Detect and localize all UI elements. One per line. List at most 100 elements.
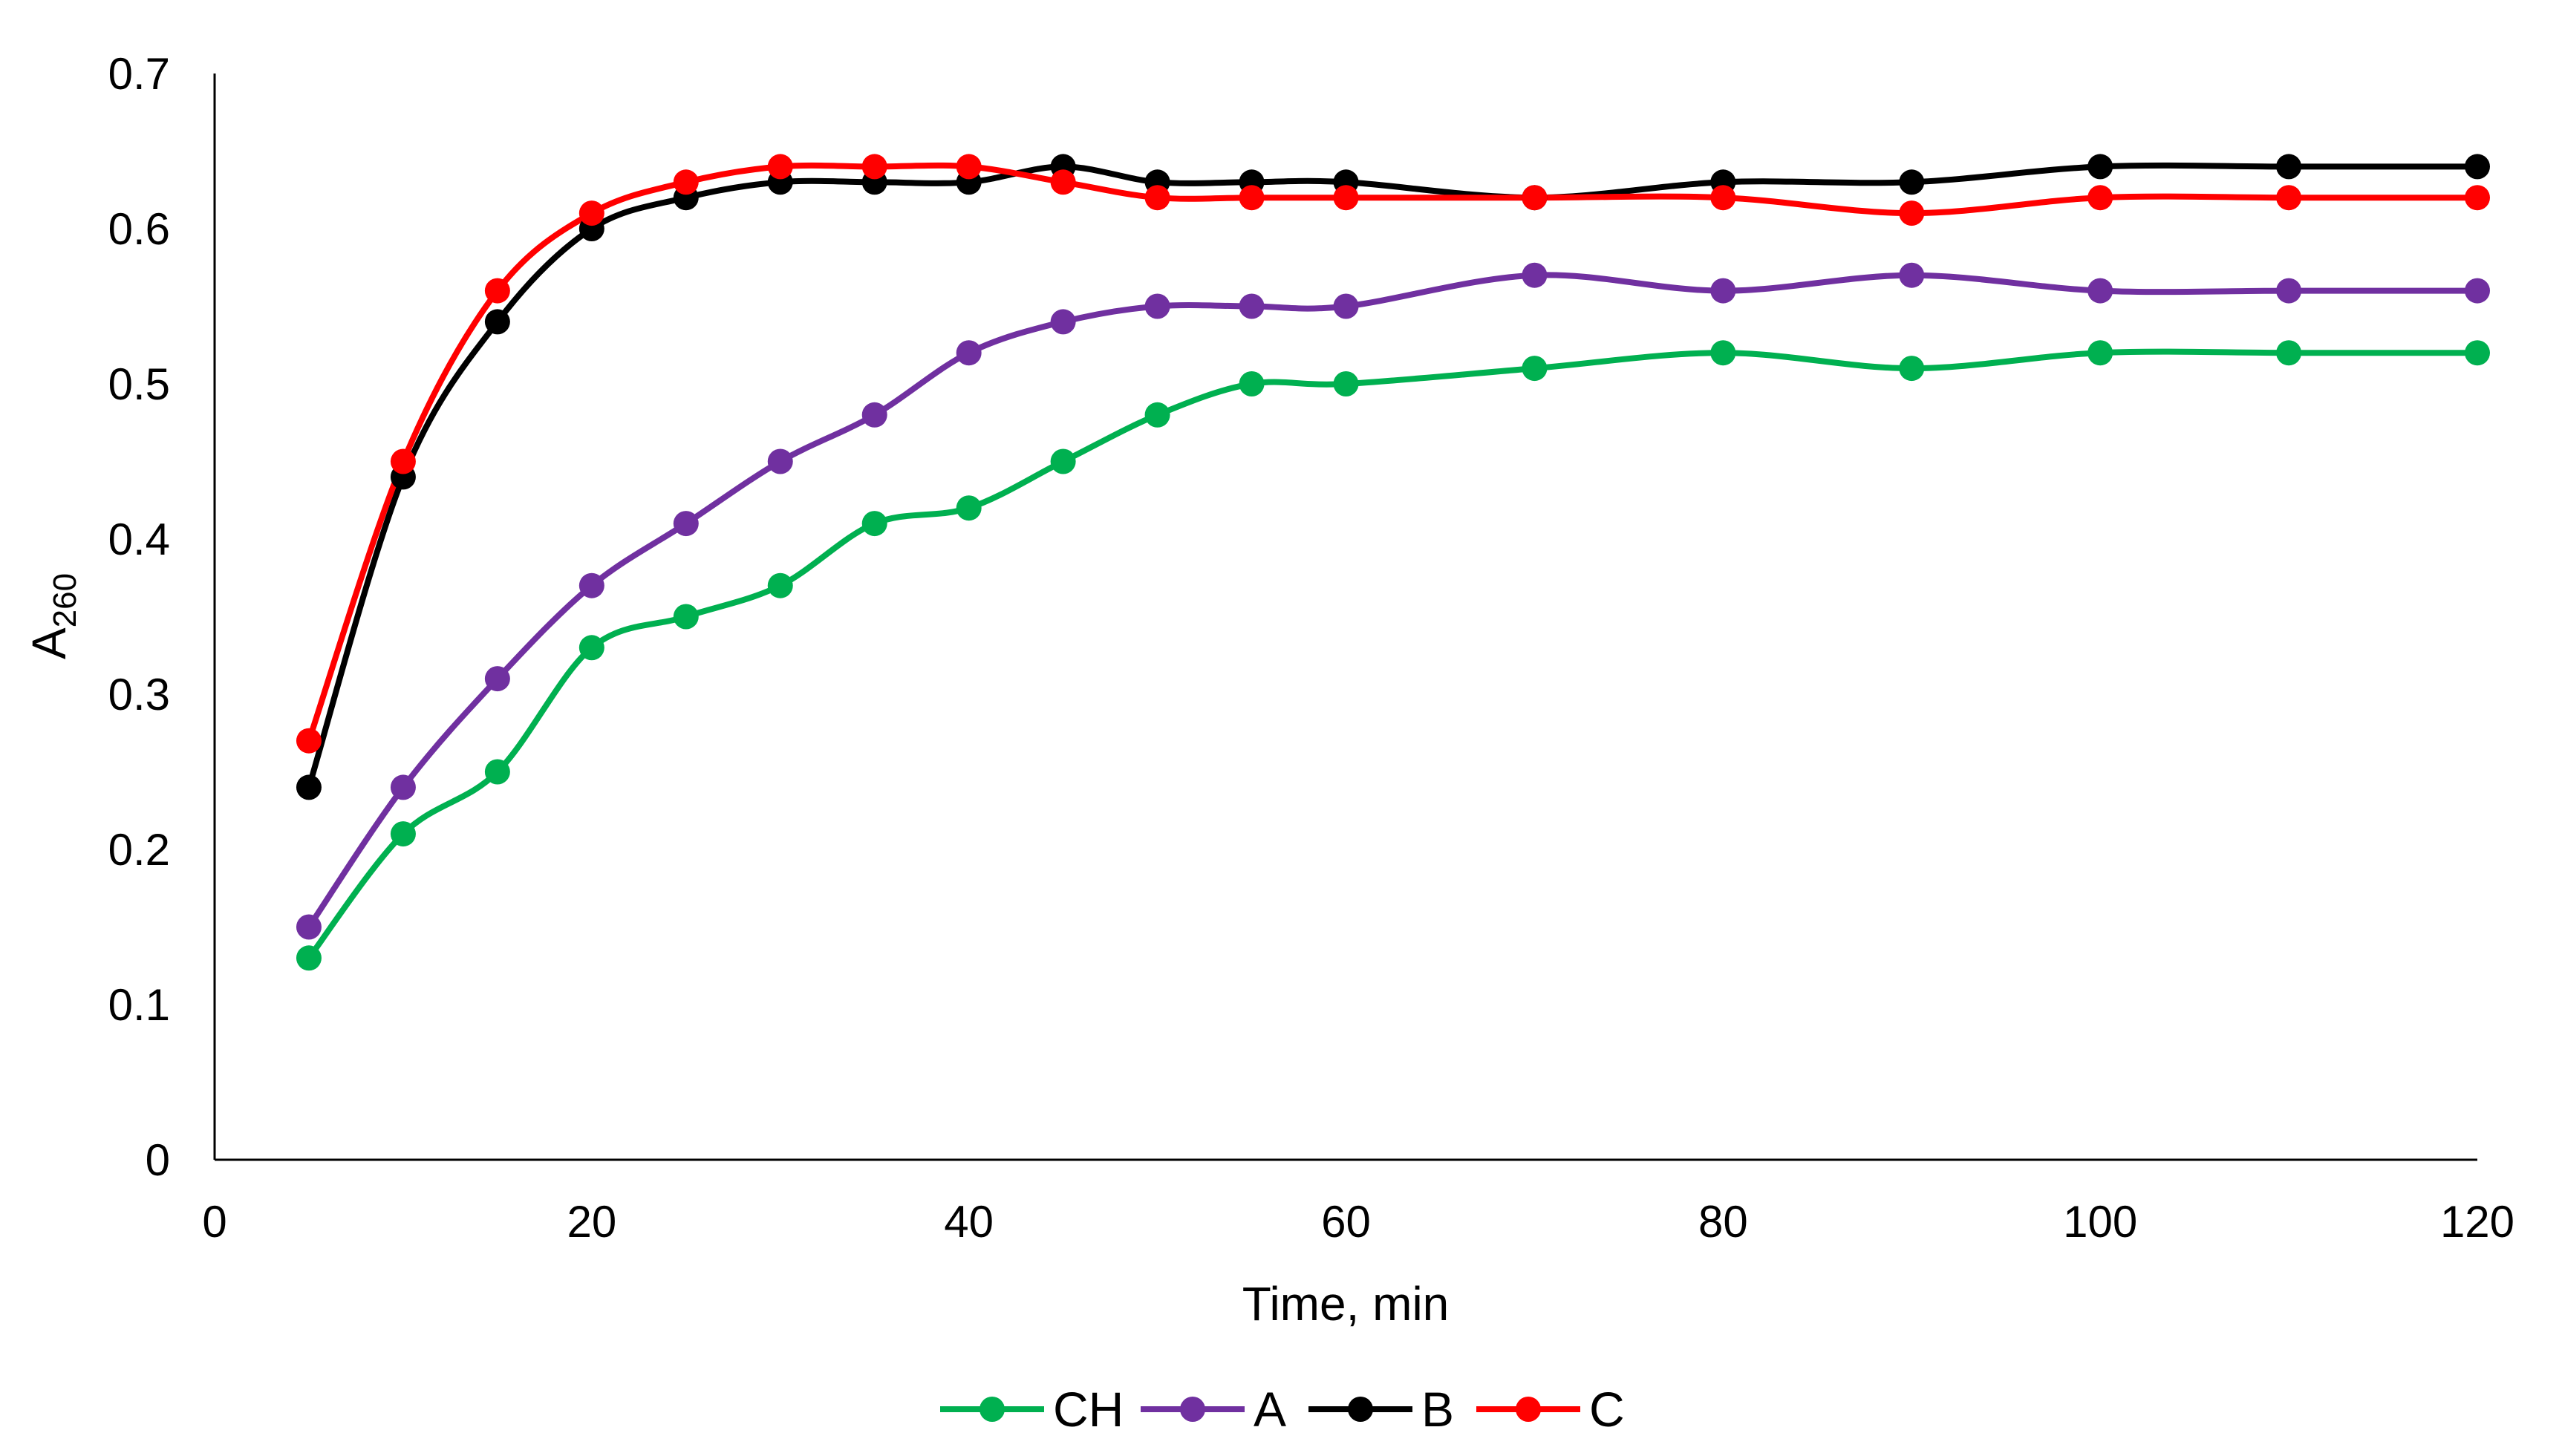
data-point-c [2087, 185, 2113, 211]
legend-label: C [1589, 1382, 1625, 1437]
series-line-c [305, 162, 2480, 744]
y-tick-label: 0 [146, 1135, 170, 1185]
data-point-ch [1899, 356, 1925, 382]
data-point-c [1239, 185, 1265, 211]
legend-swatch-marker [1180, 1397, 1205, 1422]
data-point-b [484, 309, 510, 335]
data-point-b [1899, 169, 1925, 195]
data-point-a [1522, 262, 1548, 288]
y-tick-labels: 0 0.1 0.2 0.3 0.4 0.5 0.6 0.7 [108, 49, 170, 1185]
y-tick-label: 0.6 [108, 204, 170, 254]
series-line-ch [305, 348, 2480, 962]
x-tick-label: 80 [1698, 1197, 1748, 1247]
series-line-b [305, 162, 2480, 791]
series-markers [296, 154, 2490, 971]
data-point-c [767, 154, 793, 180]
x-tick-labels: 0 20 40 60 80 100 120 [202, 1197, 2514, 1247]
data-point-a [1050, 309, 1076, 335]
data-point-a [2087, 278, 2113, 304]
data-point-c [390, 448, 416, 474]
data-point-ch [2087, 340, 2113, 366]
data-point-c [578, 200, 604, 226]
legend: CH A B C [940, 1382, 1625, 1437]
y-tick-label: 0.7 [108, 49, 170, 99]
data-point-ch [2276, 340, 2302, 366]
legend-label: A [1254, 1382, 1286, 1437]
x-axis-title: Time, min [1242, 1277, 1450, 1331]
data-point-a [1899, 262, 1925, 288]
x-tick-label: 40 [944, 1197, 994, 1247]
data-point-ch [673, 604, 699, 630]
x-tick-label: 100 [2063, 1197, 2137, 1247]
data-point-ch [956, 495, 982, 521]
data-point-a [1144, 293, 1170, 319]
data-point-a [673, 511, 699, 537]
legend-label: B [1421, 1382, 1454, 1437]
series-lines [305, 162, 2480, 962]
data-point-b [296, 774, 322, 800]
x-tick-label: 60 [1321, 1197, 1371, 1247]
data-point-a [296, 914, 322, 940]
data-point-c [2276, 185, 2302, 211]
data-point-b [2465, 154, 2490, 180]
data-point-ch [861, 511, 887, 537]
legend-item-a: A [1141, 1382, 1286, 1437]
data-point-c [861, 154, 887, 180]
data-point-a [2276, 278, 2302, 304]
data-point-ch [2465, 340, 2490, 366]
data-point-a [767, 448, 793, 474]
y-tick-label: 0.4 [108, 515, 170, 564]
y-axis-title-subscript: 260 [47, 573, 83, 627]
data-point-a [2465, 278, 2490, 304]
data-point-a [956, 340, 982, 366]
data-point-a [1239, 293, 1265, 319]
data-point-ch [1710, 340, 1736, 366]
data-point-ch [1144, 402, 1170, 428]
data-point-c [673, 169, 699, 195]
data-point-a [578, 572, 604, 598]
data-point-c [1144, 185, 1170, 211]
data-point-a [484, 666, 510, 692]
data-point-ch [1522, 356, 1548, 382]
y-tick-label: 0.5 [108, 359, 170, 409]
data-point-c [296, 728, 322, 754]
legend-swatch-marker [1348, 1397, 1373, 1422]
legend-item-b: B [1308, 1382, 1454, 1437]
data-point-ch [390, 821, 416, 847]
legend-swatch-marker [1516, 1397, 1541, 1422]
data-point-c [1710, 185, 1736, 211]
data-point-ch [484, 759, 510, 785]
data-point-c [1899, 200, 1925, 226]
data-point-ch [1333, 371, 1359, 396]
data-point-ch [1050, 448, 1076, 474]
data-point-a [390, 774, 416, 800]
data-point-c [1333, 185, 1359, 211]
y-tick-label: 0.3 [108, 670, 170, 719]
x-tick-label: 120 [2440, 1197, 2514, 1247]
data-point-ch [767, 572, 793, 598]
y-tick-label: 0.2 [108, 825, 170, 875]
legend-item-ch: CH [940, 1382, 1124, 1437]
data-point-a [1710, 278, 1736, 304]
data-point-c [484, 278, 510, 304]
data-point-ch [578, 635, 604, 661]
x-tick-label: 0 [202, 1197, 226, 1247]
legend-item-c: C [1476, 1382, 1625, 1437]
x-tick-label: 20 [567, 1197, 616, 1247]
data-point-b [2087, 154, 2113, 180]
data-point-c [1050, 169, 1076, 195]
legend-label: CH [1053, 1382, 1124, 1437]
y-axis-title: A260 [22, 573, 83, 659]
legend-swatch-marker [980, 1397, 1005, 1422]
data-point-ch [296, 945, 322, 971]
plot-area: 0 0.1 0.2 0.3 0.4 0.5 0.6 0.7 0 20 40 60 80 100 120 [108, 49, 2514, 1247]
data-point-c [956, 154, 982, 180]
y-tick-label: 0.1 [108, 980, 170, 1030]
series-line-a [305, 272, 2480, 930]
data-point-a [1333, 293, 1359, 319]
data-point-a [861, 402, 887, 428]
data-point-c [2465, 185, 2490, 211]
data-point-c [1522, 185, 1548, 211]
data-point-ch [1239, 371, 1265, 396]
